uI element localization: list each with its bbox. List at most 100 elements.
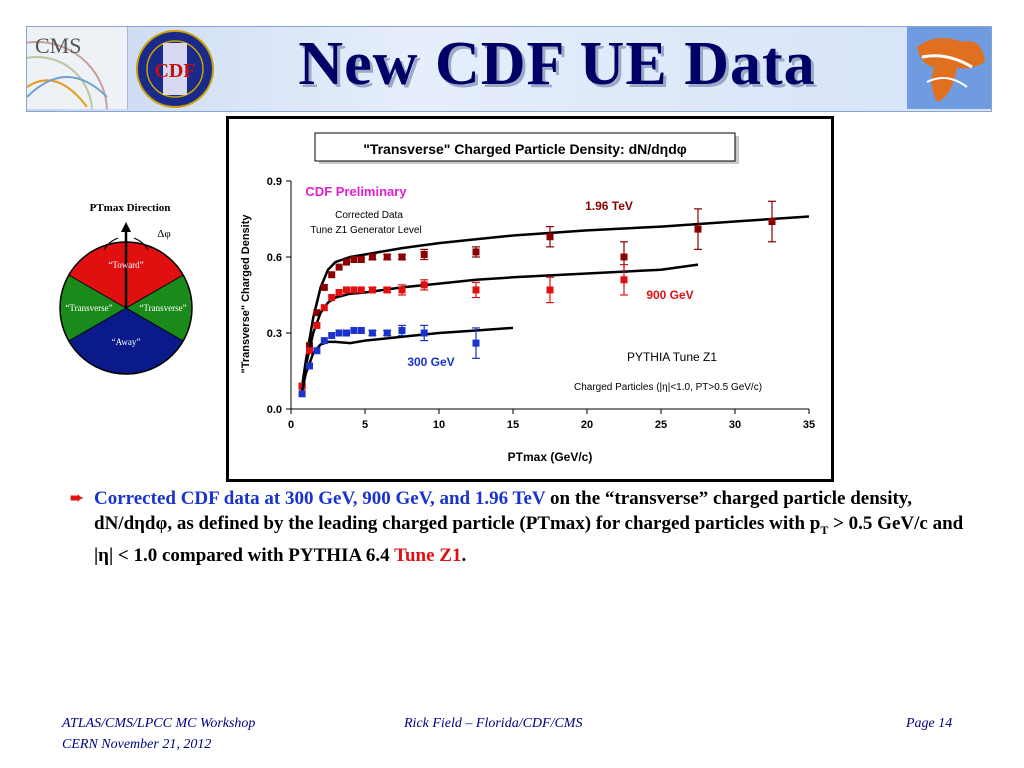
data-point-900-gev bbox=[368, 286, 376, 294]
data-point-900-gev bbox=[383, 286, 391, 294]
x-tick-label: 25 bbox=[655, 419, 667, 431]
data-point-1-96-tev bbox=[343, 258, 350, 266]
annotation-corrected: Corrected Data bbox=[335, 210, 403, 221]
data-point-1-96-tev bbox=[620, 253, 628, 261]
series-label-300-gev: 300 GeV bbox=[407, 355, 454, 369]
data-point-900-gev bbox=[328, 294, 336, 302]
data-point-300-gev bbox=[298, 390, 306, 398]
data-point-900-gev bbox=[357, 286, 365, 294]
data-point-900-gev bbox=[350, 286, 358, 294]
pythia-curve-900-gev bbox=[300, 263, 699, 389]
y-tick-label: 0.3 bbox=[267, 328, 282, 340]
y-axis-label: "Transverse" Charged Density bbox=[240, 214, 252, 374]
bullet-tune: Tune Z1 bbox=[394, 544, 462, 566]
data-point-300-gev bbox=[472, 339, 480, 347]
bullet-body: on the “transverse” charged particle den… bbox=[94, 488, 913, 534]
transverse-right-region bbox=[126, 275, 193, 341]
footer-page: Page 14 bbox=[906, 716, 953, 731]
data-point-900-gev bbox=[546, 286, 554, 294]
ptmax-direction-label: PTmax Direction bbox=[90, 202, 171, 214]
data-point-1-96-tev bbox=[328, 271, 336, 279]
data-point-300-gev bbox=[320, 337, 328, 345]
data-point-900-gev bbox=[398, 286, 406, 294]
data-point-900-gev bbox=[472, 286, 480, 294]
data-point-1-96-tev bbox=[694, 225, 702, 233]
data-point-900-gev bbox=[320, 304, 328, 312]
arrow-bullet-icon: ➨ bbox=[70, 490, 84, 507]
data-point-1-96-tev bbox=[320, 283, 328, 291]
transverse-left-region bbox=[59, 275, 126, 341]
data-point-300-gev bbox=[357, 326, 365, 334]
x-tick-label: 5 bbox=[362, 419, 368, 431]
toward-label: “Toward” bbox=[108, 260, 143, 270]
data-point-1-96-tev bbox=[472, 248, 480, 256]
bullet-highlight: Corrected CDF data at 300 GeV, 900 GeV, … bbox=[94, 488, 546, 509]
x-tick-label: 30 bbox=[729, 419, 741, 431]
footer-date: CERN November 21, 2012 bbox=[62, 737, 212, 752]
data-point-300-gev bbox=[350, 326, 358, 334]
x-tick-label: 0 bbox=[288, 419, 294, 431]
x-tick-label: 15 bbox=[507, 419, 519, 431]
data-point-1-96-tev bbox=[313, 309, 321, 317]
series-label-900-gev: 900 GeV bbox=[646, 288, 693, 302]
y-tick-label: 0.0 bbox=[267, 404, 282, 416]
bullet-body-2: > 0.5 GeV/c and |η| < 1.0 compared with … bbox=[94, 513, 964, 566]
annotation-cuts: Charged Particles (|η|<1.0, PT>0.5 GeV/c… bbox=[574, 382, 762, 393]
transverse-right-label: “Transverse” bbox=[139, 303, 186, 313]
data-point-1-96-tev bbox=[357, 256, 365, 264]
away-label: “Away” bbox=[112, 337, 141, 347]
dphi-label: Δφ bbox=[157, 228, 170, 240]
data-point-300-gev bbox=[328, 332, 336, 340]
pythia-curve-300-gev bbox=[300, 326, 514, 392]
y-tick-label: 0.9 bbox=[267, 176, 282, 188]
data-point-1-96-tev bbox=[350, 256, 358, 264]
slide-header: CMS CDF New CDF UE Data bbox=[26, 26, 992, 112]
x-tick-label: 35 bbox=[803, 419, 815, 431]
chart-frame: "Transverse" Charged Particle Density: d… bbox=[226, 116, 834, 482]
data-point-300-gev bbox=[420, 329, 428, 337]
data-point-300-gev bbox=[383, 329, 391, 337]
data-point-900-gev bbox=[335, 288, 343, 296]
transverse-left-label: “Transverse” bbox=[65, 303, 112, 313]
data-point-1-96-tev bbox=[335, 263, 343, 271]
data-point-900-gev bbox=[313, 321, 321, 329]
x-tick-label: 10 bbox=[433, 419, 445, 431]
bullet-subscript: T bbox=[820, 522, 829, 537]
bullet-text: ➨ Corrected CDF data at 300 GeV, 900 GeV… bbox=[70, 486, 970, 568]
data-point-300-gev bbox=[368, 329, 376, 337]
data-point-900-gev bbox=[343, 286, 350, 294]
cms-logo: CMS bbox=[27, 27, 128, 109]
annotation-pythia: PYTHIA Tune Z1 bbox=[627, 350, 717, 364]
svg-text:CMS: CMS bbox=[35, 33, 81, 58]
data-point-300-gev bbox=[306, 362, 313, 370]
chart-title: "Transverse" Charged Particle Density: d… bbox=[363, 141, 687, 157]
cdf-logo: CDF bbox=[135, 29, 215, 109]
data-point-900-gev bbox=[420, 281, 428, 289]
data-point-1-96-tev bbox=[368, 253, 376, 261]
x-tick-label: 20 bbox=[581, 419, 593, 431]
page-title: New CDF UE Data bbox=[298, 30, 816, 98]
series-label-1-96-tev: 1.96 TeV bbox=[585, 199, 633, 213]
x-axis-label: PTmax (GeV/c) bbox=[508, 450, 593, 464]
data-point-1-96-tev bbox=[398, 253, 406, 261]
footer-workshop: ATLAS/CMS/LPCC MC Workshop bbox=[62, 716, 256, 731]
footer-author: Rick Field – Florida/CDF/CMS bbox=[404, 716, 583, 731]
data-point-300-gev bbox=[398, 326, 406, 334]
data-point-1-96-tev bbox=[383, 253, 391, 261]
data-point-300-gev bbox=[313, 347, 321, 355]
chart: "Transverse" Charged Particle Density: d… bbox=[240, 132, 815, 464]
data-point-1-96-tev bbox=[420, 250, 428, 258]
data-point-300-gev bbox=[343, 329, 350, 337]
annotation-tune: Tune Z1 Generator Level bbox=[310, 225, 421, 236]
data-point-1-96-tev bbox=[546, 233, 554, 241]
annotation-preliminary: CDF Preliminary bbox=[305, 184, 407, 199]
bullet-end: . bbox=[461, 544, 467, 566]
data-point-300-gev bbox=[335, 329, 343, 337]
data-point-1-96-tev bbox=[768, 218, 776, 226]
svg-text:CDF: CDF bbox=[154, 60, 195, 82]
data-point-900-gev bbox=[620, 276, 628, 284]
y-tick-label: 0.6 bbox=[267, 252, 282, 264]
florida-logo bbox=[907, 27, 991, 109]
pythia-curve-1-96-tev bbox=[300, 215, 810, 387]
region-diagram: PTmax Direction Δφ “Toward” “Transverse”… bbox=[58, 198, 198, 378]
